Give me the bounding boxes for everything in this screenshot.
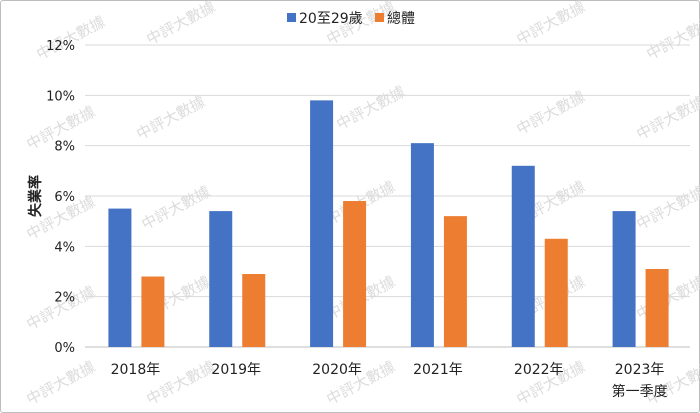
bar-overall-2 [343,201,367,347]
bar-age-20-29-2 [310,100,334,347]
bar-age-20-29-5 [612,211,636,347]
watermark-text: 中評大數據 [138,182,213,233]
legend-label: 20至29歲 [299,11,363,27]
y-axis-label: 失業率 [27,175,44,217]
watermark-text: 中評大數據 [643,12,700,63]
y-tick-label: 4% [54,240,75,255]
watermark-text: 中評大數據 [133,92,208,143]
watermark-text: 中評大數據 [333,82,408,133]
watermark-text: 中評大數據 [33,12,108,63]
y-tick-label: 8% [54,140,75,155]
bar-overall-5 [645,268,669,347]
legend-swatch [287,13,296,22]
y-tick-label: 10% [46,89,75,104]
x-category-label: 2022年 [514,362,564,378]
watermark-text: 中評大數據 [513,0,588,49]
watermark-text: 中評大數據 [633,92,700,143]
x-category-label: 第一季度 [612,383,668,400]
watermark-text: 中評大數據 [633,182,700,233]
bar-age-20-29-0 [108,208,132,347]
y-axis-ticks: 0% 2% 4% 6% 8% 10% 12% [46,39,75,356]
y-tick-label: 6% [54,190,75,205]
watermark-text: 中評大數據 [143,0,218,49]
bar-age-20-29-4 [511,165,535,347]
y-tick-label: 0% [54,341,75,356]
legend: 20至29歲 總體 [287,10,415,27]
bar-age-20-29-1 [209,211,233,347]
y-tick-label: 12% [46,39,75,54]
bar-age-20-29-3 [410,143,434,347]
bars [108,100,669,347]
legend-label: 總體 [387,10,415,27]
x-category-label: 2018年 [111,362,161,378]
x-category-label: 2023年 [615,362,665,378]
x-category-label: 2021年 [413,362,463,378]
y-tick-label: 2% [54,291,75,306]
bar-overall-1 [242,274,266,347]
x-category-label: 2020年 [312,362,362,378]
bar-overall-3 [443,216,467,347]
watermark-text: 中評大數據 [23,357,98,408]
bar-overall-0 [141,276,165,347]
x-category-label: 2019年 [211,362,261,378]
bar-overall-4 [544,238,568,347]
grid-lines [85,44,690,348]
legend-swatch [375,13,384,22]
